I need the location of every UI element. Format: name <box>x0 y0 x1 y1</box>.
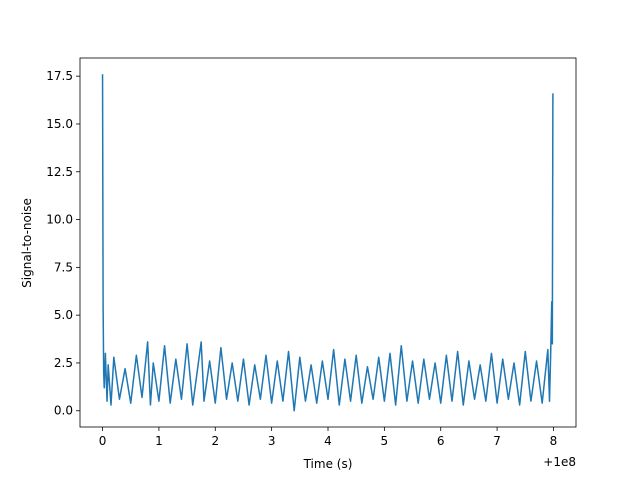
x-tick-label: 7 <box>493 434 501 448</box>
x-tick-label: 8 <box>550 434 558 448</box>
x-tick-label: 5 <box>381 434 389 448</box>
y-tick-label: 15.0 <box>46 117 73 131</box>
series-line-1 <box>101 74 554 412</box>
x-axis: 0 1 2 3 4 5 6 7 8 <box>99 427 558 448</box>
y-axis: 0.0 2.5 5.0 7.5 10.0 12.5 15.0 17.5 <box>46 69 80 418</box>
y-tick-label: 12.5 <box>46 165 73 179</box>
y-tick-label: 7.5 <box>54 260 73 274</box>
y-tick-label: 0.0 <box>54 404 73 418</box>
y-axis-label: Signal-to-noise <box>20 198 34 288</box>
x-offset-label: +1e8 <box>543 455 576 469</box>
x-tick-label: 0 <box>99 434 107 448</box>
x-tick-label: 2 <box>211 434 219 448</box>
x-tick-label: 1 <box>155 434 163 448</box>
y-tick-label: 17.5 <box>46 69 73 83</box>
x-axis-label: Time (s) <box>303 457 353 471</box>
y-tick-label: 2.5 <box>54 356 73 370</box>
y-tick-label: 10.0 <box>46 213 73 227</box>
x-tick-label: 3 <box>268 434 276 448</box>
x-tick-label: 6 <box>437 434 445 448</box>
y-tick-label: 5.0 <box>54 308 73 322</box>
x-tick-label: 4 <box>324 434 332 448</box>
